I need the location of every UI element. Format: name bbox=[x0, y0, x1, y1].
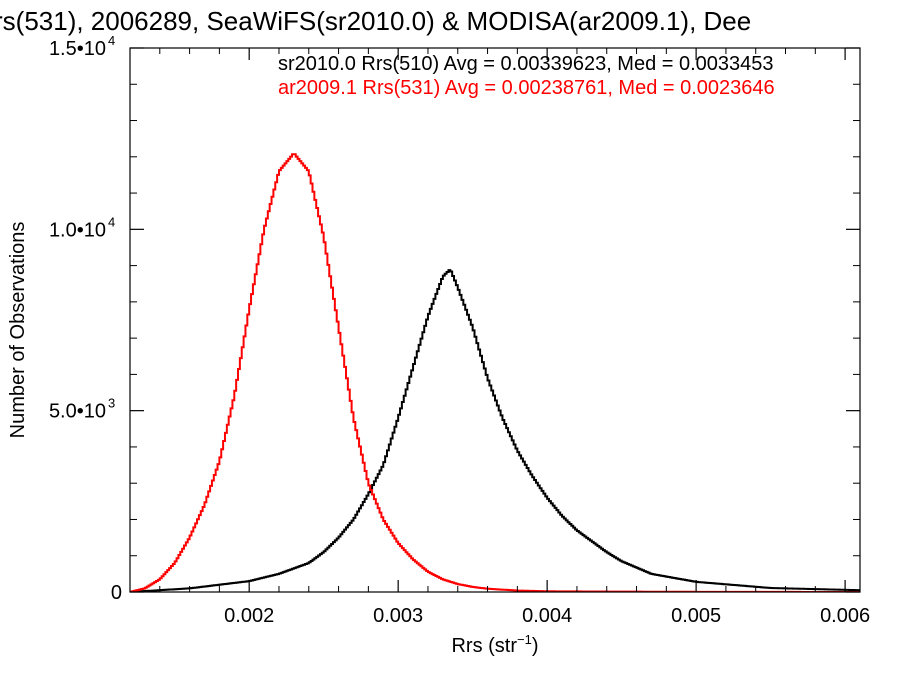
y-tick-exponent: 3 bbox=[108, 396, 115, 411]
x-tick-label: 0.006 bbox=[820, 605, 870, 627]
series-0-histogram bbox=[130, 269, 860, 592]
plot-frame bbox=[129, 47, 861, 593]
chart-title: rs(531), 2006289, SeaWiFS(sr2010.0) & MO… bbox=[0, 6, 751, 36]
legend-entry-ar2009: ar2009.1 Rrs(531) Avg = 0.00238761, Med … bbox=[278, 77, 775, 99]
x-tick-label: 0.004 bbox=[522, 605, 572, 627]
series-1-histogram bbox=[130, 153, 860, 592]
x-axis-label: Rrs (str−1) bbox=[451, 632, 538, 657]
x-tick-label: 0.002 bbox=[224, 605, 274, 627]
y-tick-exponent: 4 bbox=[108, 33, 115, 48]
x-axis-label-close: ) bbox=[532, 635, 539, 657]
y-tick-label: 1.0•10 bbox=[49, 219, 106, 241]
y-tick-label: 0 bbox=[111, 582, 122, 604]
x-axis-label-superscript: −1 bbox=[517, 632, 532, 647]
y-tick-exponent: 4 bbox=[108, 214, 115, 229]
y-axis-label: Number of Observations bbox=[7, 222, 29, 439]
legend-entry-sr2010: sr2010.0 Rrs(510) Avg = 0.00339623, Med … bbox=[278, 53, 774, 75]
x-tick-label: 0.005 bbox=[671, 605, 721, 627]
y-tick-label: 1.5•10 bbox=[49, 38, 106, 60]
x-tick-label: 0.003 bbox=[373, 605, 423, 627]
x-axis-label-text: Rrs (str bbox=[451, 635, 517, 657]
y-tick-label: 5.0•10 bbox=[49, 401, 106, 423]
